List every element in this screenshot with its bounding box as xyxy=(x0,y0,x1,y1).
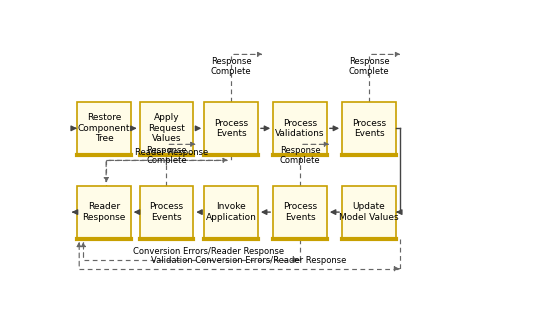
Text: Response
Complete: Response Complete xyxy=(280,146,320,165)
Text: Process
Validations: Process Validations xyxy=(275,119,325,138)
Text: Update
Model Values: Update Model Values xyxy=(339,203,399,222)
FancyBboxPatch shape xyxy=(273,186,327,239)
FancyBboxPatch shape xyxy=(77,186,131,239)
Text: Invoke
Application: Invoke Application xyxy=(206,203,256,222)
FancyBboxPatch shape xyxy=(273,102,327,155)
Text: Process
Events: Process Events xyxy=(214,119,248,138)
Text: Restore
Component
Tree: Restore Component Tree xyxy=(78,113,130,143)
Text: Validation Conversion Errors/Reader Response: Validation Conversion Errors/Reader Resp… xyxy=(151,256,346,265)
Text: Response
Complete: Response Complete xyxy=(146,146,187,165)
Text: Process
Events: Process Events xyxy=(283,203,317,222)
FancyBboxPatch shape xyxy=(77,102,131,155)
FancyBboxPatch shape xyxy=(140,102,193,155)
FancyBboxPatch shape xyxy=(204,102,258,155)
Text: Response
Complete: Response Complete xyxy=(211,57,251,76)
FancyBboxPatch shape xyxy=(342,186,396,239)
FancyBboxPatch shape xyxy=(204,186,258,239)
Text: Reader
Response: Reader Response xyxy=(82,203,126,222)
Text: Conversion Errors/Reader Response: Conversion Errors/Reader Response xyxy=(133,247,285,256)
FancyBboxPatch shape xyxy=(140,186,193,239)
Text: Reader Response: Reader Response xyxy=(135,148,208,157)
Text: Process
Events: Process Events xyxy=(352,119,386,138)
Text: Apply
Request
Values: Apply Request Values xyxy=(148,113,185,143)
Text: Process
Events: Process Events xyxy=(150,203,183,222)
Text: Response
Complete: Response Complete xyxy=(349,57,389,76)
FancyBboxPatch shape xyxy=(342,102,396,155)
